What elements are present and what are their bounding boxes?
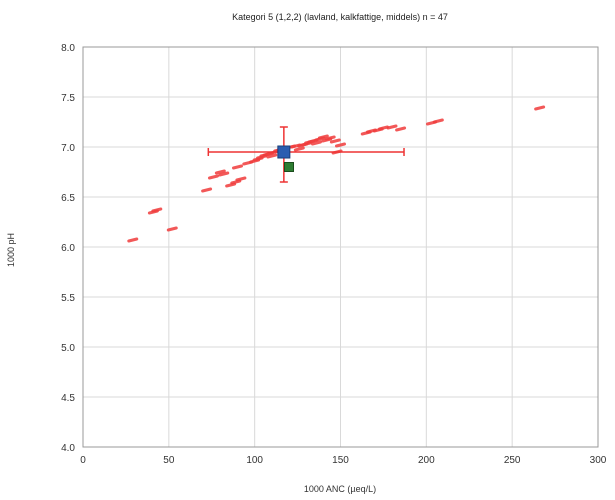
data-point (310, 140, 322, 146)
y-tick-label: 8.0 (61, 43, 75, 54)
grid (82, 46, 599, 448)
data-point (266, 153, 278, 159)
data-point (207, 174, 219, 180)
data-point (329, 138, 341, 144)
data-point (335, 142, 346, 148)
summary-markers (277, 145, 294, 172)
data-point (432, 118, 444, 124)
y-tick-label: 4.0 (61, 443, 75, 454)
data-point (127, 237, 139, 243)
mean-marker (277, 145, 291, 159)
data-point (232, 164, 243, 170)
data-point (201, 187, 213, 193)
data-point (377, 125, 389, 131)
x-tick-label: 50 (163, 455, 175, 466)
y-tick-label: 5.0 (61, 343, 75, 354)
y-axis-ticks: 4.0 4.5 5.0 5.5 6.0 6.5 7.0 7.5 8.0 (61, 43, 75, 454)
error-bars (207, 126, 405, 183)
y-tick-label: 6.0 (61, 243, 75, 254)
x-axis-label: 1000 ANC (µeq/L) (304, 484, 376, 494)
data-point (386, 124, 398, 130)
data-point (225, 182, 237, 188)
data-point (324, 135, 336, 141)
x-tick-label: 300 (590, 455, 607, 466)
y-tick-label: 7.5 (61, 93, 75, 104)
x-axis-ticks: 0 50 100 150 200 250 300 (80, 455, 607, 466)
data-point (151, 207, 163, 213)
x-tick-label: 250 (504, 455, 521, 466)
y-tick-label: 7.0 (61, 143, 75, 154)
data-point (166, 226, 178, 232)
data-point (218, 171, 230, 177)
y-tick-label: 5.5 (61, 293, 75, 304)
data-point (214, 169, 226, 175)
x-tick-label: 100 (246, 455, 263, 466)
plot-area-border (82, 46, 599, 448)
data-point (230, 179, 242, 185)
data-point (293, 146, 305, 152)
data-point (317, 134, 329, 140)
data-point (235, 176, 247, 182)
y-axis-label: 1000 pH (6, 233, 16, 267)
y-tick-label: 4.5 (61, 393, 75, 404)
x-tick-label: 200 (418, 455, 435, 466)
y-tick-label: 6.5 (61, 193, 75, 204)
x-tick-label: 150 (332, 455, 349, 466)
chart-title: Kategori 5 (1,2,2) (lavland, kalkfattige… (232, 12, 448, 22)
median-marker (284, 162, 294, 172)
data-point (395, 126, 407, 132)
x-tick-label: 0 (80, 455, 86, 466)
data-points (127, 105, 546, 243)
data-point (534, 105, 546, 111)
